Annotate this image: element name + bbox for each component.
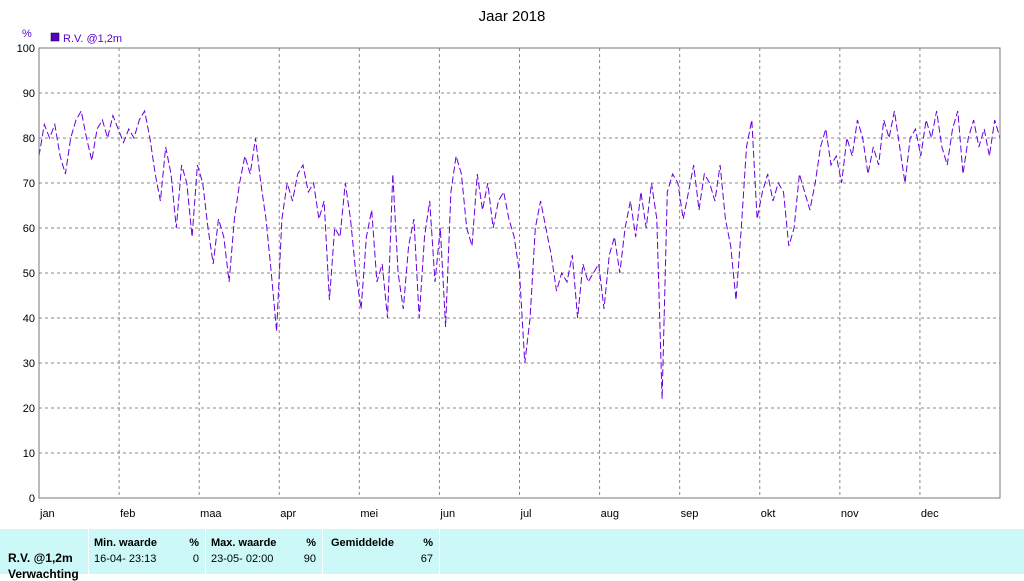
y-tick-label: 60 [23, 223, 35, 235]
footer-avg: Gemiddelde % 67 [323, 529, 439, 574]
chart-title: Jaar 2018 [479, 8, 546, 25]
chart: Jaar 2018 % R.V. @1,2m 0 10 20 30 40 50 60 70 80… [17, 8, 1001, 520]
stats-footer: R.V. @1,2m Verwachting Min. waarde % 16-… [0, 528, 1024, 581]
footer-min: Min. waarde % 16-04- 23:13 0 [89, 529, 205, 574]
max-unit: % [306, 537, 316, 549]
y-tick-label: 10 [23, 448, 35, 460]
min-value: 0 [192, 553, 199, 565]
footer-series-label: R.V. @1,2m [8, 551, 73, 565]
max-date: 23-05- 02:00 [211, 553, 274, 565]
y-tick-label: 20 [23, 403, 35, 415]
min-label: Min. waarde [94, 537, 157, 549]
x-tick-label: mei [360, 508, 378, 520]
x-tick-label: jun [439, 508, 455, 520]
footer-max: Max. waarde % 23-05- 02:00 90 [206, 529, 322, 574]
max-label: Max. waarde [211, 537, 277, 549]
max-value: 90 [303, 553, 316, 565]
y-tick-label: 80 [23, 133, 35, 145]
y-tick-label: 0 [29, 493, 35, 505]
y-axis: 0 10 20 30 40 50 60 70 80 90 100 [17, 43, 35, 505]
avg-value: 67 [420, 553, 433, 565]
x-axis: jan feb maa apr mei jun jul aug sep okt nov dec [39, 508, 939, 520]
x-tick-label: jan [39, 508, 55, 520]
avg-unit: % [423, 537, 433, 549]
avg-label: Gemiddelde [331, 537, 394, 549]
x-tick-label: nov [841, 508, 859, 520]
x-tick-label: jul [520, 508, 532, 520]
legend-swatch [50, 32, 60, 42]
min-unit: % [189, 537, 199, 549]
y-tick-label: 70 [23, 178, 35, 190]
footer-series: R.V. @1,2m Verwachting [0, 529, 88, 581]
y-tick-label: 50 [23, 268, 35, 280]
x-tick-label: dec [921, 508, 939, 520]
y-tick-label: 100 [17, 43, 35, 55]
series-line [38, 109, 1001, 400]
grid [39, 48, 1000, 498]
min-date: 16-04- 23:13 [94, 553, 157, 565]
x-tick-label: maa [200, 508, 222, 520]
y-unit: % [22, 28, 32, 40]
x-tick-label: sep [681, 508, 699, 520]
plot-frame [38, 47, 1001, 499]
x-tick-label: okt [761, 508, 776, 520]
x-tick-label: aug [601, 508, 619, 520]
x-tick-label: apr [280, 508, 296, 520]
x-tick-label: feb [120, 508, 135, 520]
legend-label: R.V. @1,2m [63, 33, 122, 45]
y-tick-label: 30 [23, 358, 35, 370]
y-tick-label: 90 [23, 88, 35, 100]
y-tick-label: 40 [23, 313, 35, 325]
footer-series-label-cut: Verwachting [8, 567, 79, 581]
